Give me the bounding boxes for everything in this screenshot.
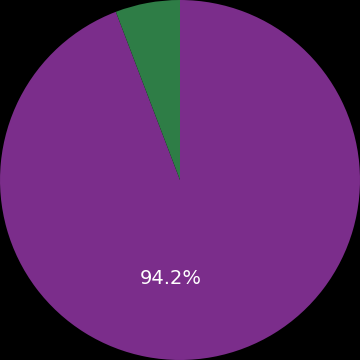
Wedge shape bbox=[116, 0, 180, 180]
Text: 94.2%: 94.2% bbox=[140, 270, 202, 288]
